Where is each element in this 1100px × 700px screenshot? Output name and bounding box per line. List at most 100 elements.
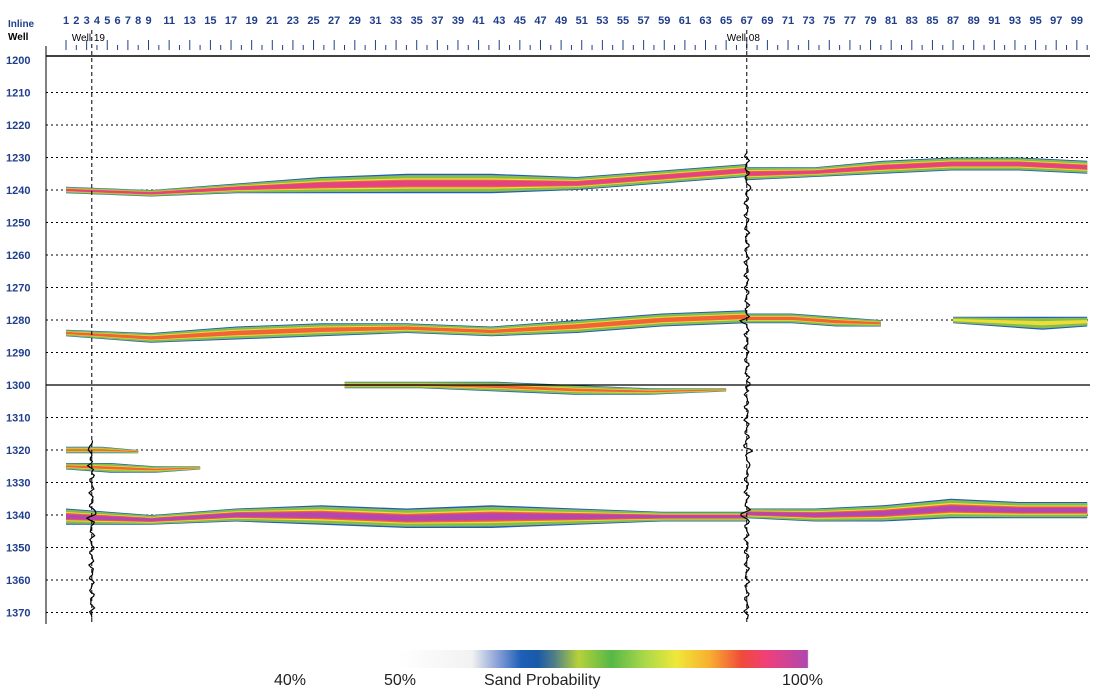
inline-tick-label: 73 <box>803 15 815 27</box>
inline-tick-label: 85 <box>926 15 938 27</box>
inline-tick-label: 59 <box>658 15 670 27</box>
inline-tick-label: 8 <box>135 15 141 27</box>
well-label: Well 19 <box>72 33 106 44</box>
inline-tick-label: 39 <box>452 15 464 27</box>
seismic-section-plot: Inline Well 1 2 3 4 5 6 7 8 9 11 13 15 17 19 21 23 25 27 2… <box>6 15 1090 624</box>
colorbar-title: Sand Probability <box>484 672 601 689</box>
inline-tick-label: 13 <box>184 15 196 27</box>
depth-tick-label: 1360 <box>6 575 30 587</box>
inline-tick-label: 55 <box>617 15 629 27</box>
depth-tick-label: 1240 <box>6 185 30 197</box>
inline-tick-label: 27 <box>328 15 340 27</box>
inline-tick-label: 1 <box>63 15 69 27</box>
depth-tick-label: 1230 <box>6 153 30 165</box>
depth-tick-label: 1370 <box>6 608 30 620</box>
inline-header-label: Inline <box>8 19 35 30</box>
inline-tick-label: 69 <box>761 15 773 27</box>
colorbar-gradient <box>398 650 1088 668</box>
inline-tick-label: 47 <box>534 15 546 27</box>
inline-tick-label: 21 <box>266 15 278 27</box>
depth-tick-label: 1280 <box>6 315 30 327</box>
sand-body-band <box>66 449 139 453</box>
sand-body-band <box>953 318 1088 326</box>
well-label: Well 08 <box>727 33 761 44</box>
depth-tick-label: 1210 <box>6 88 30 100</box>
inline-tick-label: 25 <box>307 15 319 27</box>
inline-tick-label: 81 <box>885 15 897 27</box>
inline-tick-label: 65 <box>720 15 732 27</box>
well-log-trace <box>739 151 754 620</box>
inline-tick-label: 45 <box>514 15 526 27</box>
depth-tick-label: 1310 <box>6 413 30 425</box>
depth-tick-label: 1260 <box>6 250 30 262</box>
sand-body <box>66 463 201 473</box>
depth-tick-label: 1270 <box>6 283 30 295</box>
inline-tick-label: 9 <box>145 15 151 27</box>
inline-tick-label: 23 <box>287 15 299 27</box>
inline-tick-label: 49 <box>555 15 567 27</box>
sand-body <box>66 505 747 528</box>
inline-tick-label: 91 <box>988 15 1000 27</box>
depth-tick-label: 1340 <box>6 510 30 522</box>
sand-body <box>66 446 139 454</box>
inline-tick-label: 51 <box>576 15 588 27</box>
depth-tick-label: 1250 <box>6 218 30 230</box>
inline-tick-label: 33 <box>390 15 402 27</box>
inline-tick-label: 19 <box>246 15 258 27</box>
inline-tick-label: 2 <box>73 15 79 27</box>
inline-tick-label: 93 <box>1009 15 1021 27</box>
sand-body <box>746 498 1088 522</box>
depth-tick-label: 1330 <box>6 478 30 490</box>
depth-tick-label: 1290 <box>6 348 30 360</box>
inline-tick-label: 43 <box>493 15 505 27</box>
inline-tick-label: 95 <box>1029 15 1041 27</box>
sand-body-band <box>66 314 747 340</box>
depth-tick-label: 1320 <box>6 445 30 457</box>
inline-tick-label: 31 <box>369 15 381 27</box>
inline-tick-label: 17 <box>225 15 237 27</box>
inline-tick-label: 4 <box>94 15 101 27</box>
colorbar-tick-40: 40% <box>274 672 307 689</box>
inline-tick-label: 41 <box>472 15 484 27</box>
sand-bodies <box>66 157 1088 528</box>
colorbar-tick-100: 100% <box>782 672 823 689</box>
inline-tick-label: 57 <box>637 15 649 27</box>
sand-body-band <box>66 465 201 471</box>
colorbar-tick-50: 50% <box>384 672 417 689</box>
sand-body <box>953 316 1088 330</box>
depth-tick-label: 1350 <box>6 543 30 555</box>
inline-tick-label: 99 <box>1071 15 1083 27</box>
inline-tick-label: 87 <box>947 15 959 27</box>
inline-tick-label: 61 <box>679 15 691 27</box>
well-logs: Well 19 Well 08 <box>72 30 761 622</box>
inline-tick-label: 35 <box>411 15 423 27</box>
inline-tick-label: 67 <box>741 15 753 27</box>
inline-tick-label: 75 <box>823 15 835 27</box>
sand-body-band <box>746 506 1088 517</box>
inline-tick-label: 7 <box>125 15 131 27</box>
colorbar-legend: 40% 50% Sand Probability 100% <box>274 650 1088 700</box>
inline-tick-label: 29 <box>349 15 361 27</box>
sand-body-band <box>66 168 747 195</box>
inline-tick-label: 83 <box>906 15 918 27</box>
sand-body <box>746 157 1088 181</box>
inline-tick-label: 37 <box>431 15 443 27</box>
depth-tick-label: 1200 <box>6 55 30 67</box>
inline-tick-label: 63 <box>699 15 711 27</box>
sand-body <box>746 313 881 327</box>
sand-body-band <box>746 162 1088 176</box>
inline-tick-label: 79 <box>864 15 876 27</box>
depth-axis: 1200 1210 1220 1230 1240 1250 1260 1270 1280 1290… <box>6 55 30 620</box>
inline-tick-label: 53 <box>596 15 608 27</box>
inline-tick-label: 6 <box>115 15 121 27</box>
depth-tick-label: 1300 <box>6 380 30 392</box>
sand-body-band <box>66 512 747 522</box>
inline-tick-label: 11 <box>163 15 175 27</box>
inline-tick-label: 97 <box>1050 15 1062 27</box>
sand-body-band <box>344 384 727 393</box>
inline-tick-label: 5 <box>104 15 110 27</box>
inline-tick-label: 71 <box>782 15 794 27</box>
well-log-trace <box>85 440 97 618</box>
depth-tick-label: 1220 <box>6 120 30 132</box>
sand-body-band <box>746 316 881 325</box>
